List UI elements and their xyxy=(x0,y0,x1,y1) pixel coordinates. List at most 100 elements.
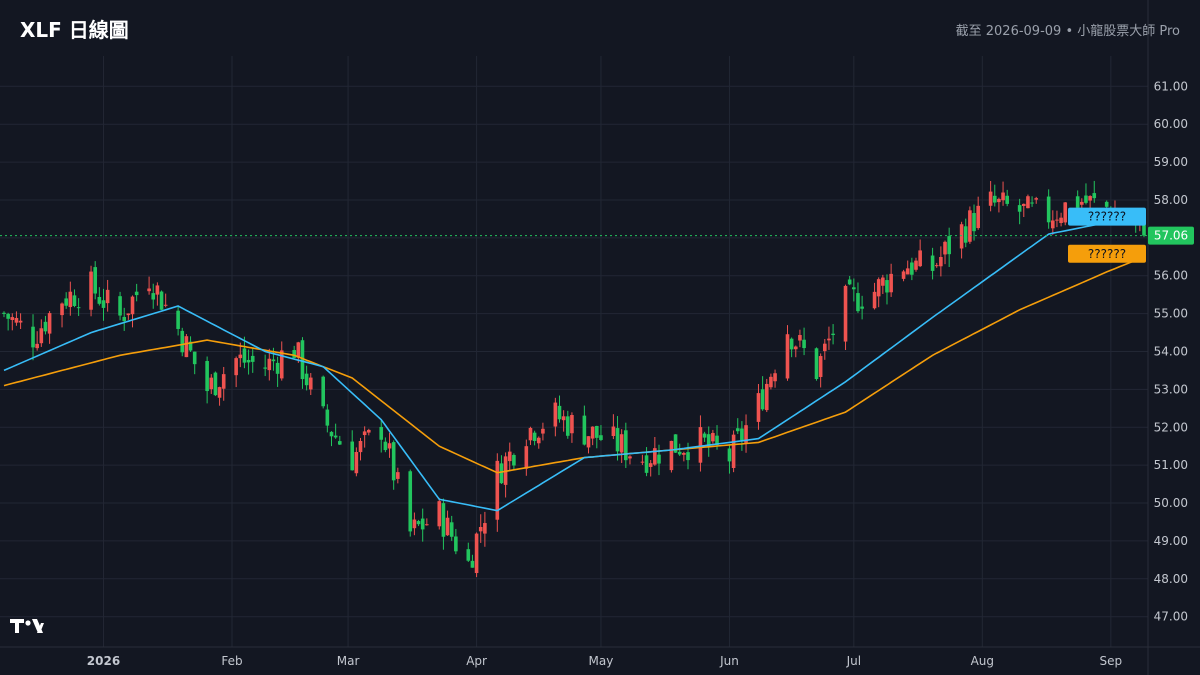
candle[interactable] xyxy=(976,205,980,229)
candle[interactable] xyxy=(10,317,15,320)
candle[interactable] xyxy=(308,377,313,390)
candle[interactable] xyxy=(271,359,276,362)
candle[interactable] xyxy=(901,271,906,279)
candle[interactable] xyxy=(192,351,197,365)
candle[interactable] xyxy=(1005,195,1009,204)
candle[interactable] xyxy=(296,342,301,358)
candle[interactable] xyxy=(640,461,645,463)
candle[interactable] xyxy=(860,306,864,309)
candle[interactable] xyxy=(731,434,736,468)
candle[interactable] xyxy=(234,358,238,376)
candle[interactable] xyxy=(350,441,355,471)
candle[interactable] xyxy=(972,213,976,232)
candle[interactable] xyxy=(934,265,939,267)
candle[interactable] xyxy=(702,433,707,438)
candle[interactable] xyxy=(561,416,566,421)
candle[interactable] xyxy=(1034,198,1039,200)
candle[interactable] xyxy=(885,280,889,293)
candle[interactable] xyxy=(151,293,156,300)
candle[interactable] xyxy=(789,338,794,350)
candle[interactable] xyxy=(246,359,251,363)
candle[interactable] xyxy=(852,287,856,290)
candle[interactable] xyxy=(441,503,446,537)
candle[interactable] xyxy=(470,560,475,568)
candle[interactable] xyxy=(657,454,661,464)
candle[interactable] xyxy=(764,383,769,411)
candle[interactable] xyxy=(644,455,649,473)
candle[interactable] xyxy=(184,336,189,358)
candle[interactable] xyxy=(624,430,628,461)
candle[interactable] xyxy=(147,288,151,292)
candle[interactable] xyxy=(831,333,835,336)
candle[interactable] xyxy=(495,460,500,520)
candle[interactable] xyxy=(180,330,185,353)
candle[interactable] xyxy=(499,463,504,484)
candle[interactable] xyxy=(292,350,296,358)
candle[interactable] xyxy=(217,387,222,398)
candle[interactable] xyxy=(536,437,541,444)
candle[interactable] xyxy=(512,454,516,466)
candle[interactable] xyxy=(354,451,359,474)
candle[interactable] xyxy=(420,518,425,530)
candle[interactable] xyxy=(889,273,893,293)
candle[interactable] xyxy=(358,440,363,453)
candle[interactable] xyxy=(507,451,512,462)
candle[interactable] xyxy=(337,441,342,445)
candle[interactable] xyxy=(205,360,209,392)
candle[interactable] xyxy=(802,339,806,349)
candle[interactable] xyxy=(706,434,711,447)
candle[interactable] xyxy=(905,268,910,275)
candle[interactable] xyxy=(2,312,6,314)
candle[interactable] xyxy=(68,291,73,308)
candle[interactable] xyxy=(814,348,819,380)
candle[interactable] xyxy=(669,440,674,471)
candle[interactable] xyxy=(615,428,620,452)
candle[interactable] xyxy=(843,285,848,342)
candle[interactable] xyxy=(18,320,23,323)
candle[interactable] xyxy=(711,432,715,442)
candle[interactable] xyxy=(997,198,1001,203)
candle[interactable] xyxy=(1017,205,1022,212)
candle[interactable] xyxy=(449,522,454,537)
candle[interactable] xyxy=(391,442,396,481)
candle[interactable] xyxy=(445,517,450,536)
candle[interactable] xyxy=(329,431,334,437)
candle[interactable] xyxy=(582,415,587,445)
candle[interactable] xyxy=(1080,201,1084,205)
candle[interactable] xyxy=(474,533,479,574)
candle[interactable] xyxy=(60,303,64,316)
candle[interactable] xyxy=(454,536,458,552)
candle[interactable] xyxy=(396,472,400,479)
candle[interactable] xyxy=(64,298,68,306)
candle[interactable] xyxy=(611,426,616,437)
candle[interactable] xyxy=(31,326,35,348)
candle[interactable] xyxy=(72,295,77,307)
candle[interactable] xyxy=(740,428,744,441)
candle[interactable] xyxy=(756,393,761,422)
candle[interactable] xyxy=(279,350,284,379)
candle[interactable] xyxy=(553,402,558,427)
candle[interactable] xyxy=(76,307,81,309)
candle[interactable] xyxy=(118,296,122,316)
candle[interactable] xyxy=(769,376,773,388)
candle[interactable] xyxy=(557,405,562,420)
candle[interactable] xyxy=(275,362,280,374)
candle[interactable] xyxy=(155,285,160,295)
candle[interactable] xyxy=(648,463,653,467)
candle[interactable] xyxy=(416,521,421,525)
candle[interactable] xyxy=(881,277,885,286)
candle[interactable] xyxy=(176,310,180,329)
candle[interactable] xyxy=(242,348,247,363)
candle[interactable] xyxy=(437,501,442,527)
candle[interactable] xyxy=(785,334,790,379)
candle[interactable] xyxy=(673,434,678,453)
candle[interactable] xyxy=(1001,192,1005,201)
candle[interactable] xyxy=(914,260,918,270)
candle[interactable] xyxy=(325,409,330,426)
candle[interactable] xyxy=(682,452,686,455)
candle[interactable] xyxy=(1088,196,1092,201)
candle[interactable] xyxy=(876,279,881,297)
candle[interactable] xyxy=(35,343,39,349)
candle[interactable] xyxy=(304,373,309,386)
